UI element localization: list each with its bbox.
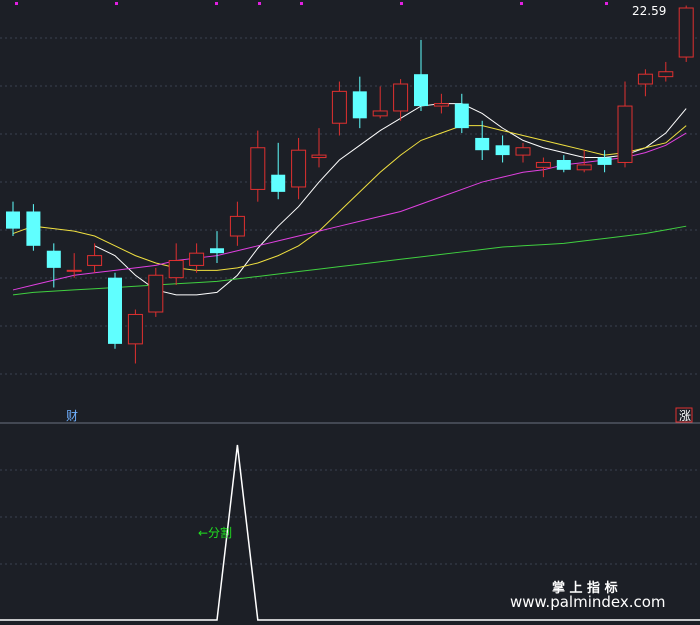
candle-body bbox=[127, 313, 143, 345]
candle bbox=[148, 267, 164, 317]
candle bbox=[658, 61, 674, 82]
candle-body bbox=[26, 211, 41, 246]
ma-line bbox=[12, 125, 687, 271]
candle-body bbox=[678, 7, 694, 58]
top-marker bbox=[115, 2, 118, 5]
candle bbox=[617, 81, 633, 168]
candle bbox=[331, 81, 347, 136]
candle-body bbox=[556, 160, 571, 170]
watermark-url: www.palmindex.com bbox=[510, 593, 666, 611]
candle bbox=[556, 155, 571, 173]
candle-body bbox=[311, 154, 327, 159]
ma-line bbox=[12, 225, 687, 296]
top-marker bbox=[520, 2, 523, 5]
candle bbox=[87, 243, 103, 273]
candle-body bbox=[637, 73, 653, 85]
ma-line bbox=[94, 103, 687, 296]
candle-body bbox=[46, 250, 61, 268]
candle-body bbox=[108, 277, 122, 344]
candle-body bbox=[250, 147, 266, 190]
bottom-left-marker: 财 bbox=[66, 409, 78, 423]
candle bbox=[352, 76, 367, 129]
candles bbox=[6, 5, 694, 423]
candle-body bbox=[515, 147, 531, 156]
indicator-line bbox=[0, 444, 700, 621]
candle bbox=[393, 79, 409, 121]
candle bbox=[6, 201, 20, 236]
ma-line bbox=[12, 132, 687, 291]
candle bbox=[271, 142, 286, 200]
candle-body bbox=[148, 274, 164, 313]
price-label: 22.59 bbox=[632, 4, 666, 18]
candle-body bbox=[535, 161, 551, 168]
candle-body bbox=[6, 211, 20, 229]
candle-body bbox=[617, 105, 633, 163]
candle bbox=[535, 157, 551, 178]
moving-average-lines bbox=[12, 103, 687, 296]
candle-body bbox=[658, 71, 674, 78]
top-marker bbox=[258, 2, 261, 5]
candle-body bbox=[495, 145, 510, 156]
grid-lines bbox=[0, 37, 700, 565]
candle bbox=[66, 253, 82, 278]
top-markers bbox=[15, 2, 608, 5]
candle bbox=[576, 150, 592, 173]
top-marker bbox=[605, 2, 608, 5]
candle-body bbox=[576, 164, 592, 171]
lower-indicator bbox=[0, 444, 700, 621]
rise-marker-box bbox=[675, 407, 693, 423]
candle-body bbox=[168, 260, 184, 279]
candle-body bbox=[352, 91, 367, 119]
candle bbox=[291, 137, 307, 200]
candle-body bbox=[189, 252, 205, 266]
bottom-right-marker: 涨 bbox=[679, 408, 691, 423]
candle bbox=[108, 272, 122, 349]
candle bbox=[515, 142, 531, 163]
candle-body bbox=[475, 137, 490, 151]
candle-body bbox=[66, 269, 82, 272]
candle bbox=[678, 5, 694, 62]
candle bbox=[250, 130, 266, 202]
candle bbox=[414, 39, 428, 111]
candle bbox=[168, 243, 184, 286]
candle bbox=[311, 128, 327, 168]
candle bbox=[127, 309, 143, 364]
candle-body bbox=[414, 74, 428, 107]
candle-body bbox=[291, 149, 307, 188]
candle bbox=[433, 93, 449, 114]
candle bbox=[637, 69, 653, 97]
candle-body bbox=[393, 83, 409, 112]
candle bbox=[26, 204, 41, 251]
candle bbox=[475, 120, 490, 160]
candle-body bbox=[372, 110, 388, 117]
top-marker bbox=[215, 2, 218, 5]
candle-body bbox=[597, 157, 612, 165]
candle bbox=[46, 243, 61, 288]
watermark-cn: 掌 上 指 标 bbox=[552, 580, 618, 596]
candle bbox=[229, 201, 245, 246]
candle-body bbox=[229, 215, 245, 237]
candle-body bbox=[433, 103, 449, 107]
candle-body bbox=[454, 103, 469, 129]
candle-body bbox=[87, 255, 103, 266]
candle bbox=[495, 135, 510, 163]
top-marker bbox=[400, 2, 403, 5]
candle-body bbox=[331, 90, 347, 124]
candle bbox=[597, 150, 612, 173]
candle bbox=[210, 231, 224, 263]
candle bbox=[189, 243, 205, 273]
split-annotation: ←分割 bbox=[198, 525, 232, 540]
top-marker bbox=[300, 2, 303, 5]
candle bbox=[372, 86, 388, 119]
candle bbox=[454, 93, 469, 134]
top-marker bbox=[15, 2, 18, 5]
candle-body bbox=[271, 174, 286, 192]
candle-body bbox=[210, 248, 224, 254]
